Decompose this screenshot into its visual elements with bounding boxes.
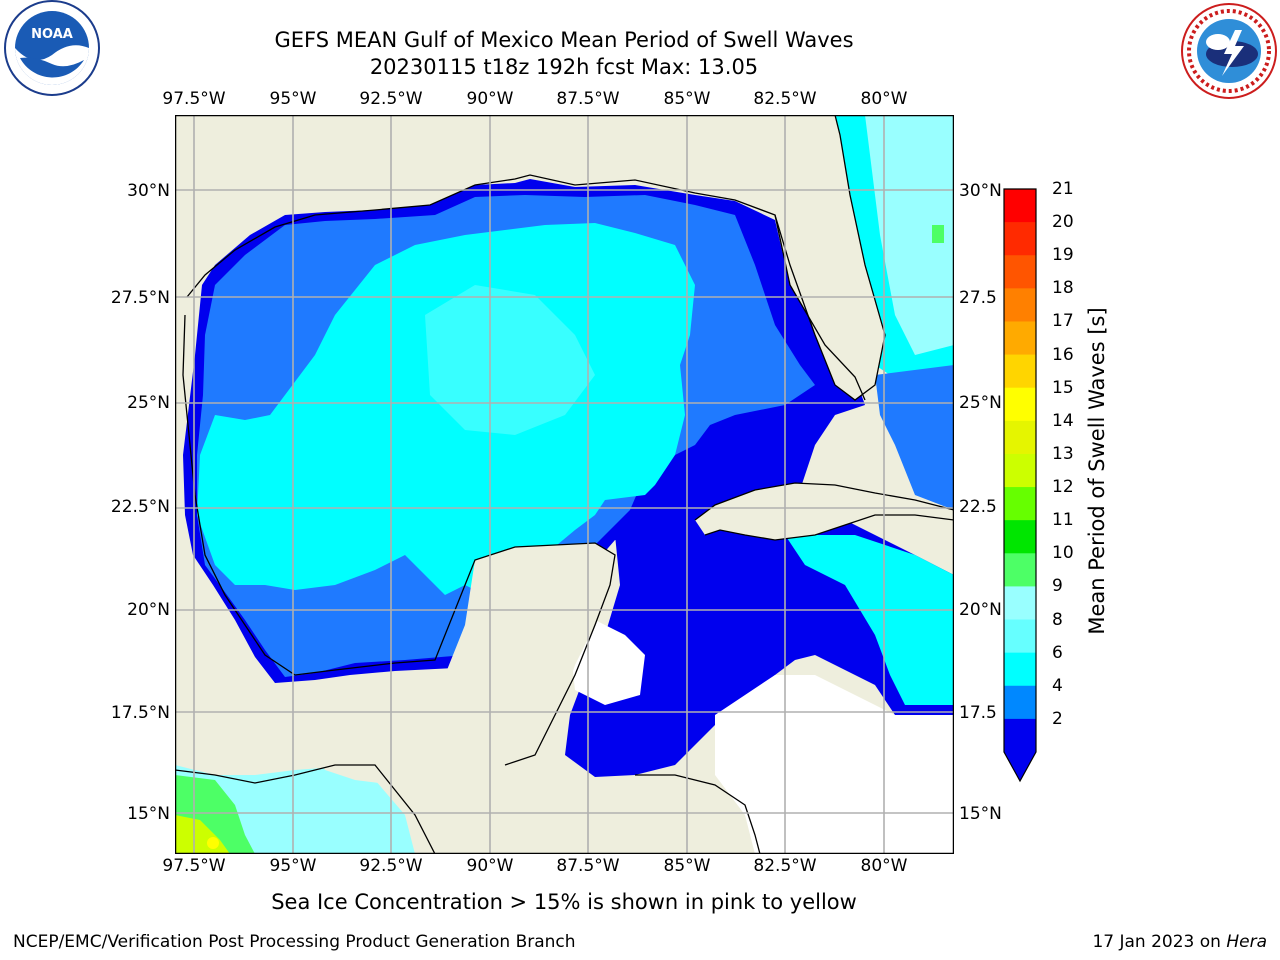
atlantic-dark (875, 365, 954, 510)
colorbar-swatch (1004, 487, 1036, 521)
colorbar-tick-label: 12 (1052, 477, 1074, 498)
lon-tick-bottom: 92.5°W (359, 856, 423, 876)
colorbar-swatch (1004, 420, 1036, 455)
colorbar-swatch (1004, 619, 1036, 654)
lon-tick-bottom: 82.5°W (753, 856, 817, 876)
colorbar-swatch (1004, 288, 1036, 322)
colorbar-tick-label: 10 (1052, 543, 1074, 564)
footer-date: 17 Jan 2023 on Hera (1092, 932, 1267, 952)
lat-tick-right: 22.5 (959, 497, 997, 517)
noaa-logo-label: NOAA (31, 27, 73, 42)
colorbar-tick-label: 14 (1052, 410, 1074, 431)
lat-tick-right: 17.5 (959, 703, 997, 723)
colorbar-tick-label: 18 (1052, 278, 1074, 299)
lon-tick-bottom: 95°W (269, 856, 317, 876)
colorbar-swatch (1004, 387, 1036, 422)
colorbar-tick-label: 21 (1052, 179, 1074, 199)
colorbar-swatch (1004, 685, 1036, 720)
lat-tick-left: 30°N (127, 181, 170, 201)
lon-tick-top: 92.5°W (359, 89, 423, 109)
colorbar-tick-label: 13 (1052, 443, 1074, 464)
lon-tick-bottom: 80°W (860, 856, 908, 876)
colorbar-tick-label: 17 (1052, 311, 1074, 332)
colorbar-swatch (1004, 553, 1036, 587)
coastline-central-america (175, 764, 761, 854)
footer-date-text: 17 Jan 2023 on (1092, 932, 1227, 952)
florida-land (695, 115, 885, 400)
colorbar-tick-label: 20 (1052, 212, 1074, 233)
lon-tick-top: 95°W (269, 89, 317, 109)
coastline-mexico (182, 314, 616, 766)
atlantic-pale (865, 115, 954, 355)
coastline-florida (774, 115, 886, 401)
colorbar-swatches (1004, 189, 1036, 753)
cuba-land (695, 483, 954, 540)
colorbar-swatch (1004, 222, 1036, 256)
lon-tick-top: 97.5°W (162, 89, 226, 109)
colorbar-swatch (1004, 652, 1036, 687)
colorbar-swatch (1004, 453, 1036, 488)
colorbar-tick-label: 8 (1052, 609, 1063, 630)
colorbar-extend-arrow (1004, 752, 1036, 781)
no-data-area-south (715, 675, 954, 854)
colorbar-swatch (1004, 718, 1036, 753)
colorbar-tick-label: 19 (1052, 245, 1074, 266)
colorbar-swatch (1004, 354, 1036, 389)
colorbar-label: Mean Period of Swell Waves [s] (1085, 307, 1109, 635)
colorbar-swatch (1004, 189, 1036, 223)
nws-logo (1181, 3, 1277, 99)
lat-tick-left: 17.5°N (110, 703, 170, 723)
colorbar-swatch (1004, 255, 1036, 289)
colorbar-tick-label: 16 (1052, 344, 1074, 365)
yucatan-land (315, 543, 615, 785)
lat-tick-right: 27.5 (959, 288, 997, 308)
caribbean-cyan (785, 535, 954, 705)
map-frame (175, 115, 954, 854)
lat-tick-right: 25°N (959, 393, 1002, 413)
gulf-light-patch (425, 285, 595, 435)
colorbar-swatch (1004, 321, 1036, 356)
sea-ice-note: Sea Ice Concentration > 15% is shown in … (271, 890, 857, 914)
lon-tick-bottom: 90°W (466, 856, 514, 876)
lon-tick-bottom: 97.5°W (162, 856, 226, 876)
lat-tick-left: 27.5°N (110, 288, 170, 308)
colorbar (1003, 188, 1037, 783)
graticule (175, 115, 954, 854)
colorbar-tick-label: 6 (1052, 642, 1063, 663)
map-panel (175, 115, 954, 854)
lat-tick-left: 25°N (127, 393, 170, 413)
colorbar-tick-label: 15 (1052, 377, 1074, 398)
coastline-gulf (186, 174, 866, 401)
colorbar-outline (1003, 188, 1037, 783)
chart-subtitle: 20230115 t18z 192h fcst Max: 13.05 (369, 55, 759, 79)
colorbar-tick-label: 11 (1052, 510, 1074, 531)
colorbar-tick-label: 9 (1052, 576, 1063, 597)
coastline-cuba (694, 482, 954, 541)
lat-tick-left: 22.5°N (110, 497, 170, 517)
colorbar-swatch (1004, 520, 1036, 554)
lat-tick-left: 15°N (127, 804, 170, 824)
footer-host: Hera (1226, 932, 1267, 952)
lon-tick-bottom: 85°W (663, 856, 711, 876)
lon-tick-top: 80°W (860, 89, 908, 109)
footer-org: NCEP/EMC/Verification Post Processing Pr… (13, 932, 576, 952)
lat-tick-right: 30°N (959, 181, 1002, 201)
lon-tick-top: 82.5°W (753, 89, 817, 109)
lon-tick-top: 87.5°W (556, 89, 620, 109)
chart-title: GEFS MEAN Gulf of Mexico Mean Period of … (274, 28, 854, 52)
atlantic-green-patch (932, 225, 944, 243)
lon-tick-top: 85°W (663, 89, 711, 109)
lat-tick-right: 20°N (959, 600, 1002, 620)
pacific-yellow-spot (207, 837, 219, 849)
lat-tick-left: 20°N (127, 600, 170, 620)
colorbar-swatch (1004, 586, 1036, 621)
colorbar-tick-label: 4 (1052, 675, 1063, 696)
lon-tick-bottom: 87.5°W (556, 856, 620, 876)
colorbar-tick-label: 2 (1052, 708, 1063, 729)
lon-tick-top: 90°W (466, 89, 514, 109)
lat-tick-right: 15°N (959, 804, 1002, 824)
noaa-logo: NOAA (4, 0, 100, 96)
